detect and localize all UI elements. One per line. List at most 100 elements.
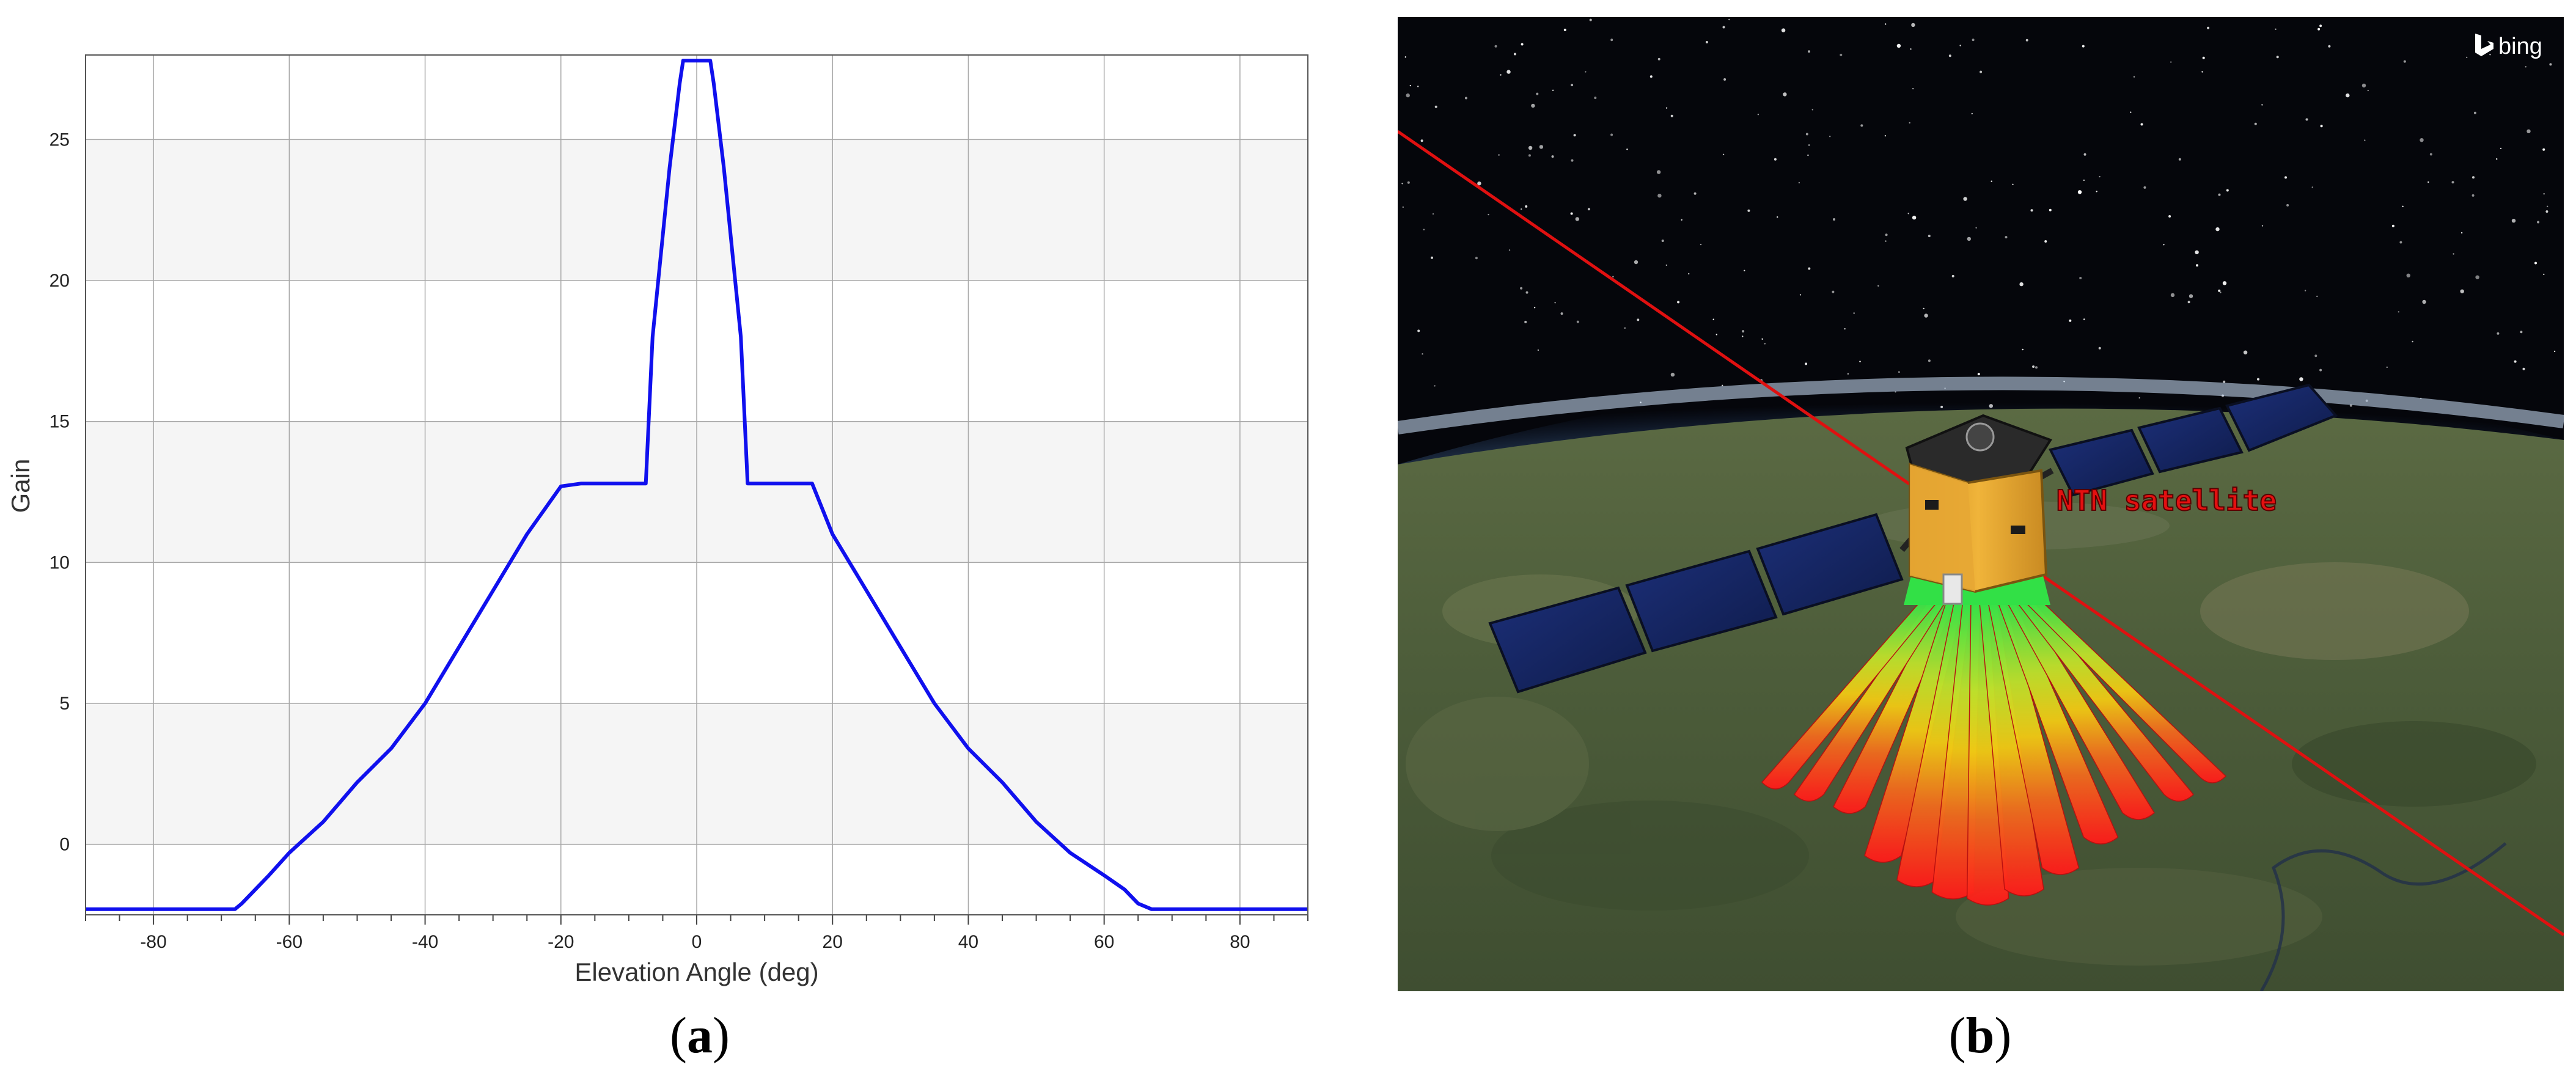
- star: [2460, 289, 2464, 293]
- star: [2261, 225, 2264, 227]
- star: [2412, 340, 2413, 343]
- x-tick-label: 80: [1230, 932, 1250, 952]
- star: [2402, 205, 2404, 207]
- y-tick-label: 10: [50, 552, 70, 573]
- x-tick-label: 60: [1094, 932, 1114, 952]
- star: [1570, 212, 1573, 215]
- star: [1563, 28, 1566, 31]
- x-tick-label: -80: [140, 932, 166, 952]
- star: [1805, 362, 1808, 365]
- star: [1911, 23, 1915, 28]
- star: [1594, 97, 1597, 100]
- star: [2275, 28, 2277, 30]
- star: [1959, 45, 1961, 46]
- star: [1670, 114, 1673, 117]
- star: [1407, 181, 1410, 184]
- gain-series-line: [86, 59, 1308, 911]
- star: [1742, 336, 1744, 337]
- star: [2168, 215, 2171, 218]
- star: [2082, 45, 2085, 48]
- star: [1764, 343, 1766, 345]
- star: [1833, 218, 1835, 221]
- beam-cone: [2020, 598, 2227, 783]
- panel-label-b: (b): [1949, 1007, 2012, 1064]
- star: [2083, 179, 2085, 182]
- satellite-body: [1905, 414, 2053, 605]
- beam-cone: [1995, 598, 2119, 845]
- left-solar-array: [1488, 513, 1920, 694]
- star: [2254, 122, 2257, 125]
- star: [2202, 56, 2205, 59]
- star: [2170, 61, 2172, 63]
- star: [2549, 63, 2552, 66]
- star: [1539, 145, 1544, 149]
- y-tick-label: 20: [50, 271, 70, 291]
- beam-cones: [1761, 598, 2227, 906]
- star: [1859, 361, 1861, 362]
- star: [1761, 338, 1763, 340]
- x-axis-title: Elevation Angle (deg): [574, 958, 818, 986]
- star: [2299, 377, 2303, 381]
- star: [1715, 334, 1717, 336]
- y-axis-title: Gain: [6, 459, 35, 513]
- star: [2261, 104, 2263, 106]
- star: [1722, 384, 1723, 386]
- star: [1560, 312, 1563, 315]
- gain-chart: -80 -60 -40 -20 0 20 40 60 80 0 5 10 15 20 25 Elevati…: [6, 54, 1308, 986]
- star: [1402, 206, 1404, 208]
- star: [1971, 112, 1973, 115]
- star: [2534, 262, 2537, 265]
- star: [2398, 311, 2399, 313]
- star: [2187, 301, 2190, 304]
- star: [2257, 378, 2259, 381]
- star: [1575, 217, 1579, 221]
- star: [1513, 53, 1516, 56]
- star: [1688, 273, 1690, 275]
- star: [1928, 359, 1931, 362]
- star: [2083, 318, 2085, 320]
- grid-lines: [86, 55, 1308, 915]
- star: [1589, 18, 1592, 21]
- star: [1434, 105, 1437, 108]
- star: [1885, 240, 1887, 242]
- bing-logo-icon: [2475, 34, 2493, 56]
- star: [2049, 208, 2052, 211]
- star: [2420, 138, 2424, 142]
- star: [2099, 175, 2101, 178]
- star: [2311, 186, 2313, 188]
- star: [1799, 294, 1802, 296]
- star: [1783, 92, 1787, 97]
- star: [1417, 329, 1420, 332]
- star: [1742, 330, 1745, 333]
- star: [2005, 236, 2008, 239]
- star: [1844, 328, 1846, 330]
- star: [2520, 331, 2523, 334]
- star: [2207, 26, 2210, 29]
- star: [2500, 147, 2502, 150]
- star: [2019, 282, 2024, 287]
- star: [1528, 154, 1531, 157]
- star: [2427, 181, 2429, 183]
- star: [1417, 86, 1419, 87]
- star: [2511, 219, 2516, 223]
- star: [1884, 135, 1887, 137]
- star: [2083, 153, 2086, 156]
- star: [1912, 215, 1917, 220]
- star: [1585, 71, 1587, 73]
- star: [2170, 293, 2175, 298]
- star: [1551, 155, 1554, 158]
- terrain-patches: [1406, 501, 2536, 966]
- star: [1431, 256, 1433, 259]
- star: [2196, 264, 2198, 267]
- star: [2367, 89, 2369, 92]
- star: [2218, 289, 2221, 292]
- star: [2328, 45, 2331, 48]
- star: [1722, 153, 1725, 155]
- satellite-label: NTN satellite: [2057, 484, 2277, 517]
- plot-frame: [85, 54, 1308, 915]
- x-tick-label: 20: [823, 932, 843, 952]
- star: [1912, 87, 1914, 90]
- x-minor-ticks: [85, 915, 1308, 925]
- star: [2189, 294, 2193, 298]
- beam-cone: [1987, 598, 2080, 875]
